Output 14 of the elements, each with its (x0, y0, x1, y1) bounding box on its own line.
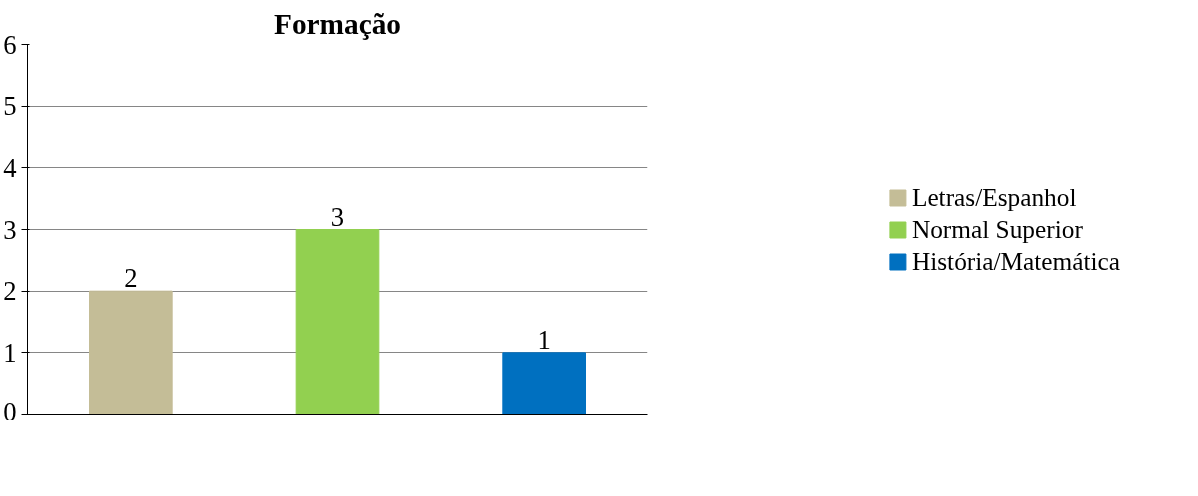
legend-label: Normal Superior (911, 214, 1083, 244)
y-tick-label: 2 (3, 276, 17, 307)
legend-label: História/Matemática (911, 246, 1121, 276)
y-tick-label: 4 (3, 152, 17, 183)
data-label: 2 (124, 263, 138, 294)
chart-title: Formação (273, 7, 402, 40)
y-tick-label: 6 (3, 29, 17, 60)
legend-label: Letras/Espanhol (911, 182, 1077, 212)
y-tick-label: 5 (3, 91, 17, 122)
y-tick-label: 0 (3, 396, 17, 427)
y-tick-label: 3 (3, 214, 17, 245)
data-label: 1 (537, 324, 551, 355)
y-tick-label: 1 (3, 337, 17, 368)
data-label: 3 (330, 201, 345, 232)
